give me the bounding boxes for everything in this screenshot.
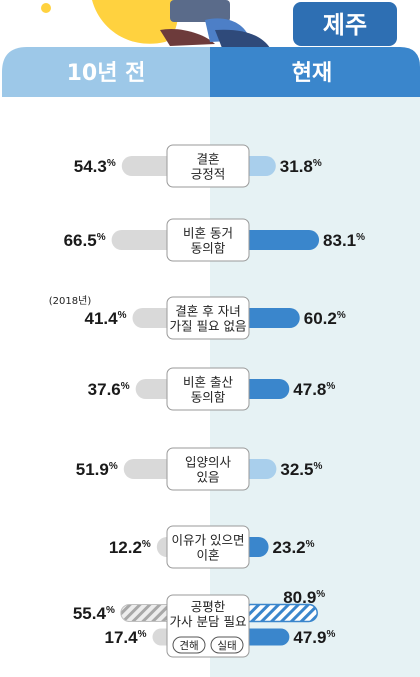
bar-now-actual xyxy=(237,628,290,646)
category-label-2-box xyxy=(166,218,250,262)
region-label: 제주 xyxy=(323,11,367,39)
value-past-4: 37.6% xyxy=(88,380,130,399)
category-label-3-line-1: 결혼 후 자녀 xyxy=(175,304,240,319)
header-now-label: 현재 xyxy=(292,61,332,86)
category-label-6-box xyxy=(166,525,250,569)
bar-now-3 xyxy=(237,308,300,328)
category-label-5-line-2: 있음 xyxy=(196,470,219,485)
category-label-2-line-1: 비혼 동거 xyxy=(183,226,233,241)
value-now-6: 23.2% xyxy=(273,538,315,557)
category-label-7-line-1: 공평한 xyxy=(191,599,226,614)
value-now-4: 47.8% xyxy=(293,380,335,399)
category-label-2-line-2: 동의함 xyxy=(191,241,226,256)
category-label-5-line-1: 입양의사 xyxy=(185,455,232,470)
value-now-opinion: 80.9% xyxy=(283,588,325,607)
category-label-6-line-1: 이유가 있으면 xyxy=(172,533,245,548)
category-label-1-line-1: 결혼 xyxy=(196,152,219,167)
category-label-4-line-2: 동의함 xyxy=(191,390,226,405)
bar-now-4 xyxy=(237,379,290,399)
value-now-1: 31.8% xyxy=(280,157,322,176)
note-past-3: (2018년) xyxy=(49,295,92,307)
value-past-3: 41.4% xyxy=(85,309,127,328)
tag-1-pill xyxy=(172,636,206,654)
value-past-actual: 17.4% xyxy=(105,628,147,647)
header-past-label: 10년 전 xyxy=(67,61,146,86)
tag-2-pill xyxy=(210,636,244,654)
value-now-3: 60.2% xyxy=(304,309,346,328)
value-now-2: 83.1% xyxy=(323,231,365,250)
category-label-7-line-2: 가사 분담 필요 xyxy=(170,614,247,629)
header-past-bg xyxy=(2,47,210,97)
category-label-4-box xyxy=(166,367,250,411)
value-now-actual: 47.9% xyxy=(293,628,335,647)
category-label-3-box xyxy=(166,296,250,340)
category-label-1-box xyxy=(166,144,250,188)
category-label-5-box xyxy=(166,447,250,491)
column-headers: 10년 전 현재 xyxy=(2,47,420,97)
value-past-1: 54.3% xyxy=(74,157,116,176)
value-now-5: 32.5% xyxy=(280,460,322,479)
bar-past-5 xyxy=(123,459,179,479)
value-past-6: 12.2% xyxy=(109,538,151,557)
tag-2-label: 실태 xyxy=(217,640,236,652)
category-label-3-line-2: 가질 필요 없음 xyxy=(170,319,247,334)
category-label-4-line-1: 비혼 출산 xyxy=(183,375,233,390)
value-past-opinion: 55.4% xyxy=(73,604,115,623)
category-label-1-line-2: 긍정적 xyxy=(191,167,226,182)
header-now-bg xyxy=(210,47,420,97)
bar-now-2 xyxy=(237,230,320,250)
bar-past-1 xyxy=(121,156,179,176)
tag-1-label: 견해 xyxy=(179,639,198,652)
region-badge: 제주 xyxy=(293,2,397,46)
category-label-6-line-2: 이혼 xyxy=(196,548,219,563)
bar-past-2 xyxy=(111,230,179,250)
value-past-5: 51.9% xyxy=(76,460,118,479)
value-past-2: 66.5% xyxy=(64,231,106,250)
